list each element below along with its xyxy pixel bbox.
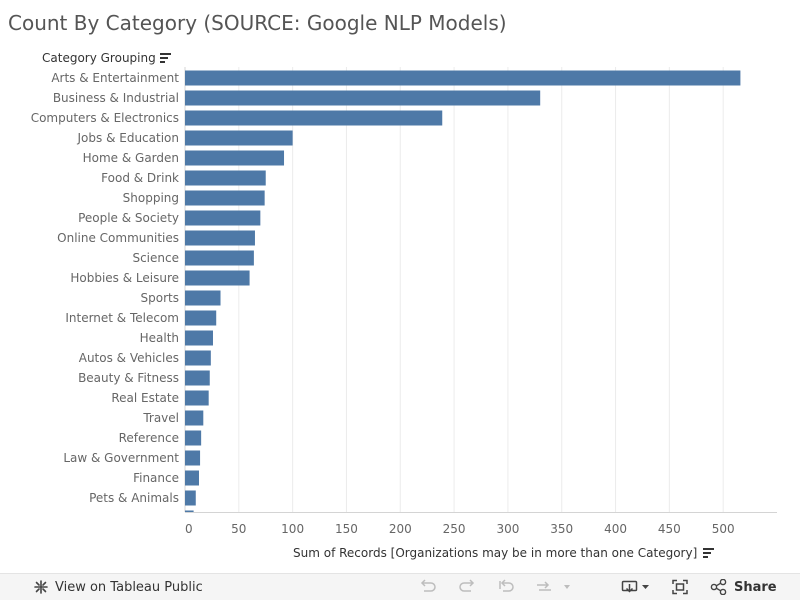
revert-icon: [499, 579, 514, 592]
view-on-tableau-public-label: View on Tableau Public: [55, 579, 203, 595]
undo-button[interactable]: [419, 578, 437, 596]
bar[interactable]: [185, 170, 266, 186]
category-label: Pets & Animals: [89, 491, 179, 505]
bar[interactable]: [185, 410, 204, 426]
category-label: Food & Drink: [101, 171, 179, 185]
bar[interactable]: [185, 330, 213, 346]
category-label: Computers & Electronics: [31, 111, 179, 125]
x-axis-ticks: 0 50 100 150 200 250 300 350 400 450 500: [185, 522, 735, 536]
bar[interactable]: [185, 490, 196, 506]
refresh-button[interactable]: [535, 578, 571, 596]
bar[interactable]: [185, 190, 265, 206]
bar[interactable]: [185, 390, 209, 406]
bar[interactable]: [185, 510, 194, 513]
category-label: Reference: [119, 431, 179, 445]
bar[interactable]: [185, 110, 443, 126]
redo-button[interactable]: [458, 578, 476, 596]
x-axis-title[interactable]: Sum of Records [Organizations may be in …: [293, 546, 715, 560]
x-axis-title-text: Sum of Records [Organizations may be in …: [293, 546, 698, 560]
bar-chart: Arts & Entertainment Business & Industria…: [31, 67, 777, 536]
bar[interactable]: [185, 270, 250, 286]
category-label: Health: [140, 331, 179, 345]
bar[interactable]: [185, 130, 293, 146]
x-tick-label: 300: [496, 522, 519, 536]
bar[interactable]: [185, 210, 261, 226]
bar[interactable]: [185, 250, 254, 266]
category-label: Sports: [141, 291, 179, 305]
x-tick-label: 500: [712, 522, 735, 536]
category-label: Hobbies & Leisure: [70, 271, 179, 285]
sort-descending-icon[interactable]: [703, 548, 715, 558]
row-header-label: Category Grouping: [42, 51, 156, 65]
category-label: Law & Government: [63, 451, 179, 465]
bar[interactable]: [185, 450, 201, 466]
bars: [185, 70, 741, 513]
x-tick-label: 200: [389, 522, 412, 536]
bar[interactable]: [185, 350, 211, 366]
category-label: Home & Garden: [83, 151, 179, 165]
share-label: Share: [734, 579, 777, 595]
undo-icon: [420, 579, 436, 592]
row-header[interactable]: Category Grouping: [42, 51, 171, 65]
grid-lines: [184, 67, 777, 513]
download-button[interactable]: [621, 578, 653, 596]
category-label: Autos & Vehicles: [79, 351, 179, 365]
category-label: Jobs & Education: [77, 131, 179, 145]
category-label: Internet & Telecom: [65, 311, 179, 325]
tableau-toolbar: View on Tableau Public: [0, 573, 800, 600]
category-label: Finance: [133, 471, 179, 485]
category-label: Science: [132, 251, 179, 265]
sort-descending-icon[interactable]: [159, 53, 171, 63]
bar[interactable]: [185, 370, 210, 386]
category-label: Beauty & Fitness: [78, 371, 179, 385]
x-tick-label: 0: [185, 522, 193, 536]
category-label: Real Estate: [111, 391, 179, 405]
x-tick-label: 450: [658, 522, 681, 536]
category-label: Travel: [142, 411, 179, 425]
bar[interactable]: [185, 310, 217, 326]
share-button[interactable]: Share: [710, 578, 777, 596]
view-on-tableau-public-button[interactable]: View on Tableau Public: [33, 578, 203, 596]
bar[interactable]: [185, 70, 741, 86]
fullscreen-button[interactable]: [671, 578, 689, 596]
bar[interactable]: [185, 90, 541, 106]
bar[interactable]: [185, 290, 221, 306]
chart-title: Count By Category (SOURCE: Google NLP Mo…: [8, 11, 507, 35]
x-tick-label: 150: [335, 522, 358, 536]
tableau-logo-icon: [34, 580, 48, 594]
bar[interactable]: [185, 230, 255, 246]
x-tick-label: 100: [281, 522, 304, 536]
category-label: Online Communities: [57, 231, 179, 245]
category-label: Arts & Entertainment: [51, 71, 179, 85]
x-tick-label: 400: [604, 522, 627, 536]
x-tick-label: 250: [443, 522, 466, 536]
fullscreen-icon: [672, 579, 688, 595]
bar[interactable]: [185, 430, 202, 446]
category-labels: Arts & Entertainment Business & Industria…: [31, 71, 180, 505]
bar[interactable]: [185, 470, 199, 486]
category-label: Shopping: [123, 191, 179, 205]
category-label: Business & Industrial: [53, 91, 179, 105]
x-tick-label: 50: [231, 522, 246, 536]
redo-icon: [459, 579, 475, 592]
x-tick-label: 350: [550, 522, 573, 536]
category-label: People & Society: [78, 211, 179, 225]
bar[interactable]: [185, 150, 285, 166]
revert-button[interactable]: [497, 578, 515, 596]
download-icon: [621, 580, 649, 593]
share-icon: [710, 579, 727, 595]
refresh-icon: [537, 581, 570, 591]
